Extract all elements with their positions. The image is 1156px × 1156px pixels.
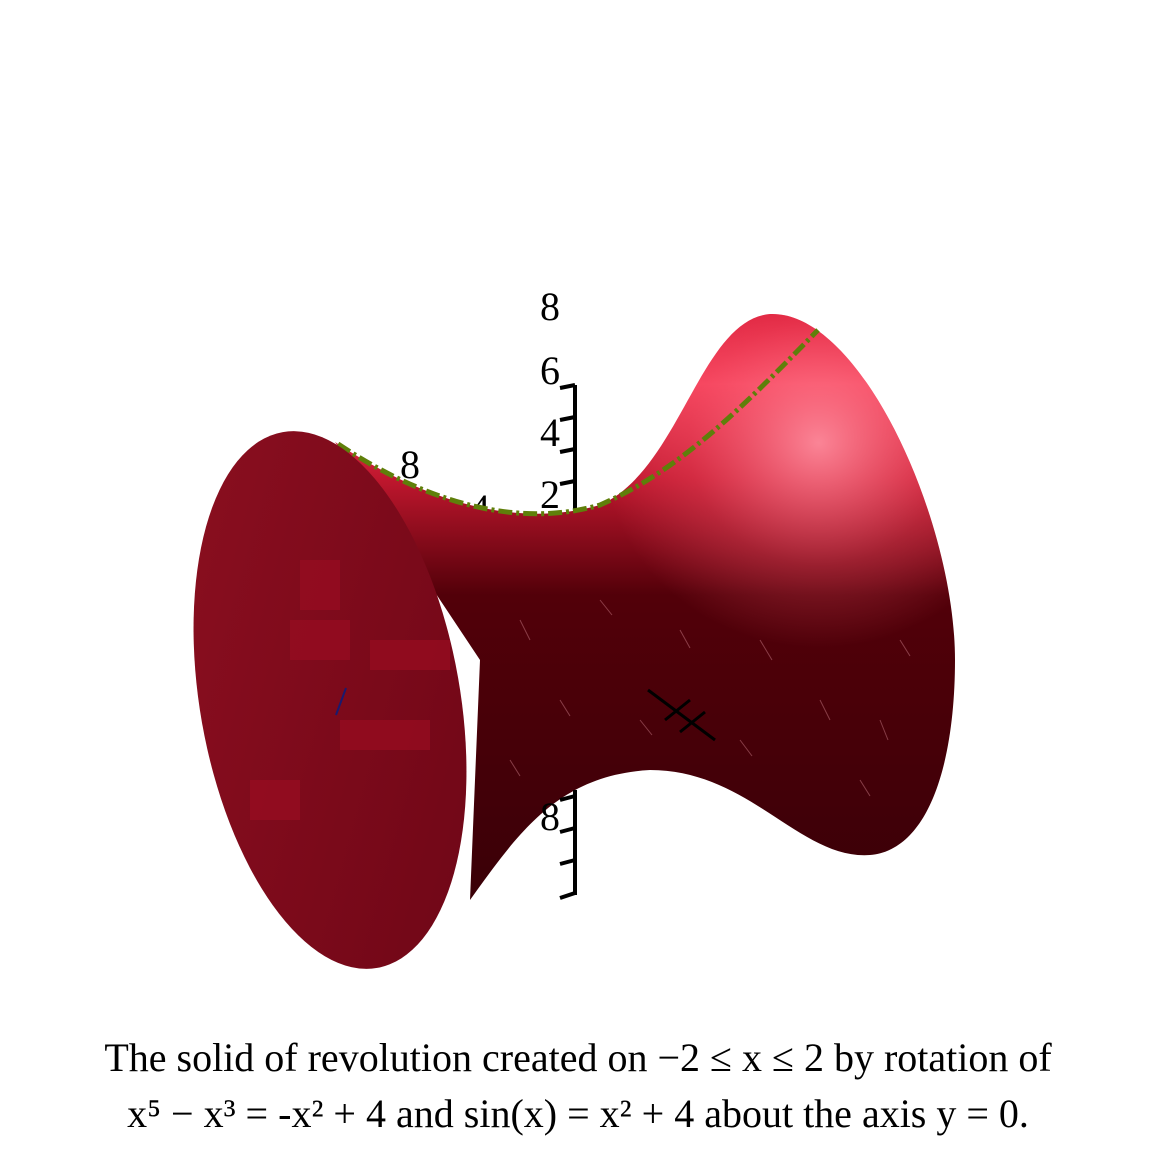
z-tick-label: 2 [540, 472, 560, 517]
caption-domain-math: −2 ≤ x ≤ 2 [657, 1035, 824, 1080]
end-cap-disc [193, 431, 467, 969]
y-tick-label: 8 [400, 442, 420, 487]
caption-function-g: sin(x) = x² + 4 [463, 1091, 695, 1136]
end-cap-texture [250, 560, 450, 820]
caption-line-1: The solid of revolution created on −2 ≤ … [0, 1030, 1156, 1086]
caption-line2-tail: about the axis [704, 1091, 927, 1136]
end-cap-center-mark [335, 687, 347, 716]
z-tick-label: 4 [540, 410, 560, 455]
caption-line1-text: The solid of revolution created on [104, 1035, 648, 1080]
profile-curve [336, 328, 820, 517]
caption-and: and [396, 1091, 454, 1136]
caption-line1-tail: by rotation of [833, 1035, 1052, 1080]
caption-axis: y = 0. [936, 1091, 1029, 1136]
mesh-speckles [509, 599, 911, 797]
surface-sheen [335, 313, 955, 900]
z-tick-label: 8 [540, 284, 560, 329]
caption-function-f: x⁵ − x³ = -x² + 4 [127, 1091, 386, 1136]
z-tick-label: 6 [540, 348, 560, 393]
figure-caption: The solid of revolution created on −2 ≤ … [0, 1030, 1156, 1142]
z-axis-lower [559, 790, 577, 900]
z-axis-upper-labels: 8 6 4 2 [540, 284, 560, 517]
z-axis-upper [559, 383, 577, 515]
x-axis-marker [647, 688, 716, 742]
z-tick-label-lower: 8 [540, 794, 560, 839]
caption-line-2: x⁵ − x³ = -x² + 4 and sin(x) = x² + 4 ab… [0, 1086, 1156, 1142]
